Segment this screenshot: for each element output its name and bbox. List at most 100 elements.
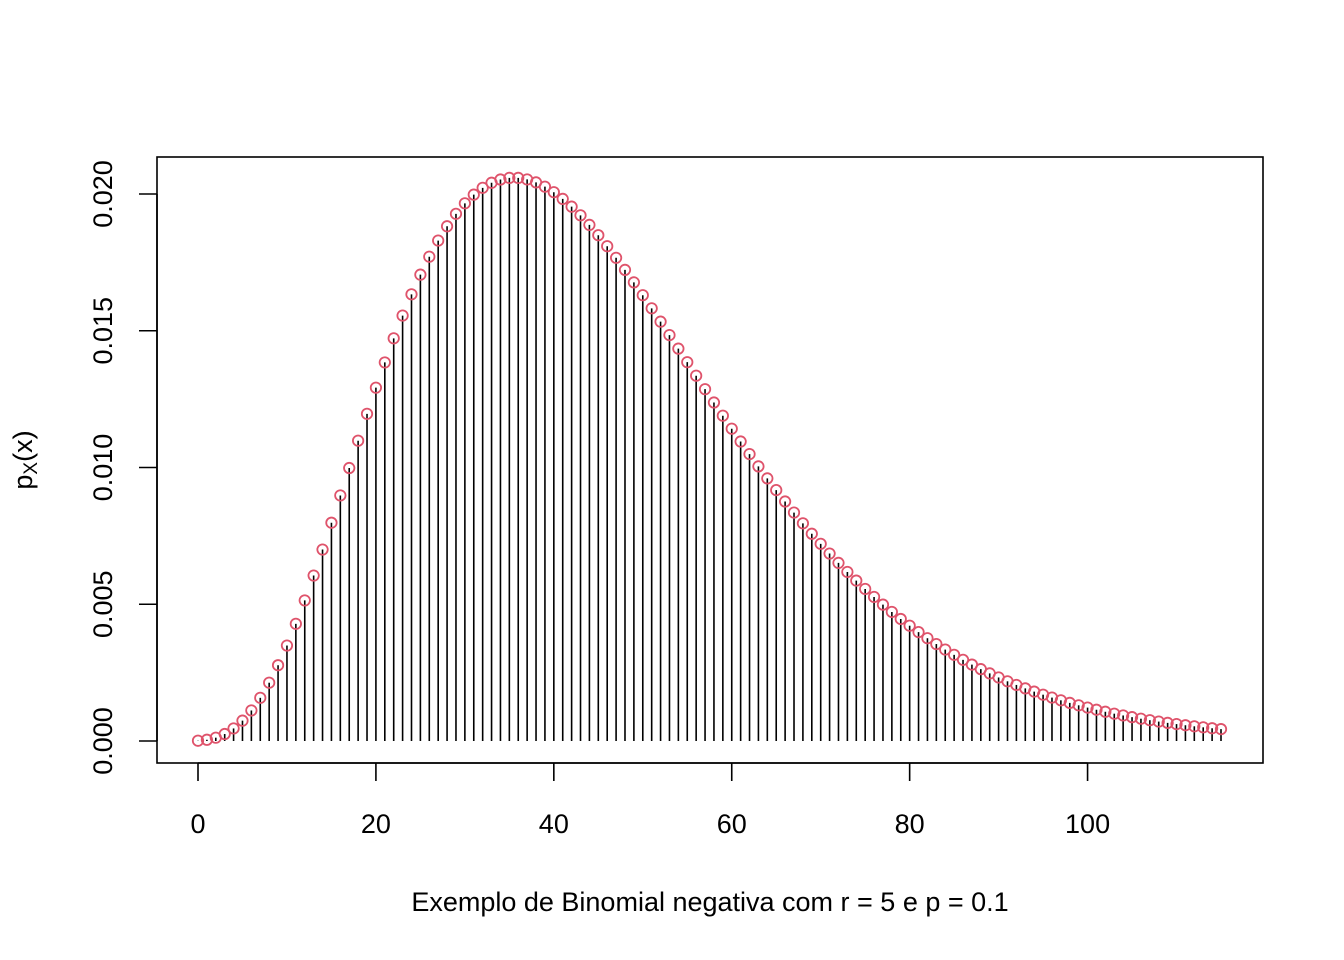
data-point bbox=[734, 435, 747, 448]
data-point bbox=[939, 643, 952, 656]
x-tick-label: 20 bbox=[361, 809, 391, 839]
data-point bbox=[832, 556, 845, 570]
data-point bbox=[503, 171, 516, 184]
data-point bbox=[432, 234, 445, 247]
data-point bbox=[1188, 720, 1201, 733]
data-point bbox=[859, 582, 872, 596]
data-point bbox=[1197, 721, 1210, 734]
data-point bbox=[547, 186, 560, 199]
x-tick-label: 0 bbox=[190, 809, 205, 839]
data-point bbox=[805, 527, 818, 540]
data-point bbox=[1108, 707, 1121, 720]
data-point bbox=[254, 691, 267, 704]
data-point bbox=[325, 516, 338, 529]
data-point bbox=[1161, 716, 1174, 729]
y-axis-label-subscript: X bbox=[21, 462, 42, 475]
data-point bbox=[885, 605, 898, 619]
data-point bbox=[850, 574, 863, 587]
data-point bbox=[423, 250, 436, 263]
data-point bbox=[307, 569, 320, 582]
data-point bbox=[894, 612, 907, 626]
data-point bbox=[476, 181, 489, 194]
data-point bbox=[681, 356, 694, 369]
data-point bbox=[1125, 711, 1139, 724]
data-point bbox=[876, 598, 890, 611]
data-point bbox=[921, 632, 934, 645]
y-tick-label: 0.010 bbox=[88, 434, 118, 502]
data-point bbox=[841, 565, 854, 579]
data-point bbox=[227, 722, 240, 735]
data-point bbox=[245, 704, 258, 717]
y-tick-label: 0.020 bbox=[88, 160, 118, 228]
data-point bbox=[663, 329, 676, 342]
data-point bbox=[1117, 709, 1130, 722]
data-point bbox=[672, 342, 685, 355]
data-point bbox=[1170, 717, 1183, 731]
data-point bbox=[538, 180, 552, 193]
data-point bbox=[378, 356, 391, 369]
data-point bbox=[725, 422, 738, 435]
data-point bbox=[360, 407, 374, 420]
data-point bbox=[289, 617, 302, 630]
x-tick-label: 40 bbox=[539, 809, 569, 839]
data-point bbox=[770, 484, 783, 497]
data-point bbox=[627, 276, 640, 289]
data-point bbox=[823, 547, 836, 560]
y-axis-label: pX(x) bbox=[8, 430, 42, 489]
data-point bbox=[903, 619, 916, 632]
data-point bbox=[1179, 719, 1192, 732]
data-point bbox=[1090, 703, 1103, 716]
data-point bbox=[449, 207, 463, 220]
data-point bbox=[271, 659, 285, 672]
data-point bbox=[218, 727, 231, 741]
data-points bbox=[191, 171, 1228, 747]
data-point bbox=[414, 268, 427, 281]
data-point bbox=[405, 288, 418, 301]
y-tick-label: 0.005 bbox=[88, 570, 118, 638]
data-point bbox=[654, 315, 667, 328]
data-point bbox=[236, 714, 249, 727]
data-point bbox=[369, 381, 383, 394]
data-point bbox=[298, 594, 311, 607]
data-point bbox=[1206, 722, 1219, 735]
data-point bbox=[752, 460, 765, 473]
data-point bbox=[1214, 723, 1228, 736]
data-point bbox=[583, 218, 596, 232]
data-point bbox=[280, 639, 294, 652]
data-point bbox=[316, 543, 329, 556]
data-point bbox=[343, 461, 356, 475]
y-tick-label: 0.015 bbox=[88, 297, 118, 365]
y-axis-label-rest: (x) bbox=[8, 430, 38, 461]
data-point bbox=[618, 263, 632, 276]
data-point bbox=[574, 209, 587, 222]
data-point bbox=[930, 637, 943, 651]
data-point bbox=[200, 733, 213, 746]
data-point bbox=[609, 251, 623, 264]
data-point bbox=[1081, 701, 1094, 714]
x-tick-label: 60 bbox=[717, 809, 747, 839]
data-point bbox=[458, 197, 471, 210]
data-point bbox=[601, 240, 614, 253]
data-point bbox=[787, 506, 801, 519]
data-point bbox=[1152, 715, 1165, 728]
data-point bbox=[387, 332, 400, 345]
data-point bbox=[761, 472, 774, 485]
data-point bbox=[645, 302, 658, 315]
data-point bbox=[467, 188, 480, 201]
data-point bbox=[912, 626, 925, 639]
x-tick-label: 100 bbox=[1065, 809, 1110, 839]
data-point bbox=[1143, 714, 1156, 727]
x-axis: 0 20 40 60 80 100 bbox=[190, 762, 1110, 839]
y-axis: 0.000 0.005 0.010 0.015 0.020 bbox=[88, 160, 158, 775]
data-point bbox=[698, 383, 712, 396]
data-point bbox=[1099, 705, 1112, 718]
data-point bbox=[556, 192, 569, 206]
data-point bbox=[494, 173, 507, 186]
data-point bbox=[743, 447, 756, 461]
data-point bbox=[814, 537, 827, 550]
data-point bbox=[352, 434, 365, 447]
x-axis-label: Exemplo de Binomial negativa com r = 5 e… bbox=[411, 887, 1008, 917]
data-point bbox=[396, 309, 409, 322]
data-point bbox=[867, 590, 881, 604]
